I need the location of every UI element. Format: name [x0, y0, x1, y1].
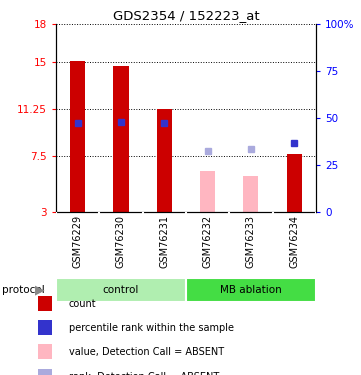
Text: ▶: ▶: [35, 283, 45, 296]
Text: GSM76233: GSM76233: [246, 215, 256, 268]
Text: control: control: [103, 285, 139, 295]
Text: GSM76232: GSM76232: [203, 215, 213, 268]
Text: rank, Detection Call = ABSENT: rank, Detection Call = ABSENT: [69, 372, 219, 375]
Bar: [157, 110, 172, 212]
Bar: [287, 154, 302, 212]
Title: GDS2354 / 152223_at: GDS2354 / 152223_at: [113, 9, 259, 22]
Bar: [200, 171, 215, 212]
Text: GSM76230: GSM76230: [116, 215, 126, 268]
Text: MB ablation: MB ablation: [220, 285, 282, 295]
Text: count: count: [69, 299, 96, 309]
Text: GSM76229: GSM76229: [73, 215, 83, 268]
Bar: [113, 66, 129, 212]
Bar: [243, 176, 258, 212]
Text: value, Detection Call = ABSENT: value, Detection Call = ABSENT: [69, 348, 224, 357]
Text: percentile rank within the sample: percentile rank within the sample: [69, 323, 234, 333]
Text: GSM76234: GSM76234: [289, 215, 299, 268]
Bar: [186, 278, 316, 302]
Bar: [70, 61, 85, 212]
Bar: [56, 278, 186, 302]
Text: GSM76231: GSM76231: [159, 215, 169, 268]
Text: protocol: protocol: [2, 285, 44, 295]
